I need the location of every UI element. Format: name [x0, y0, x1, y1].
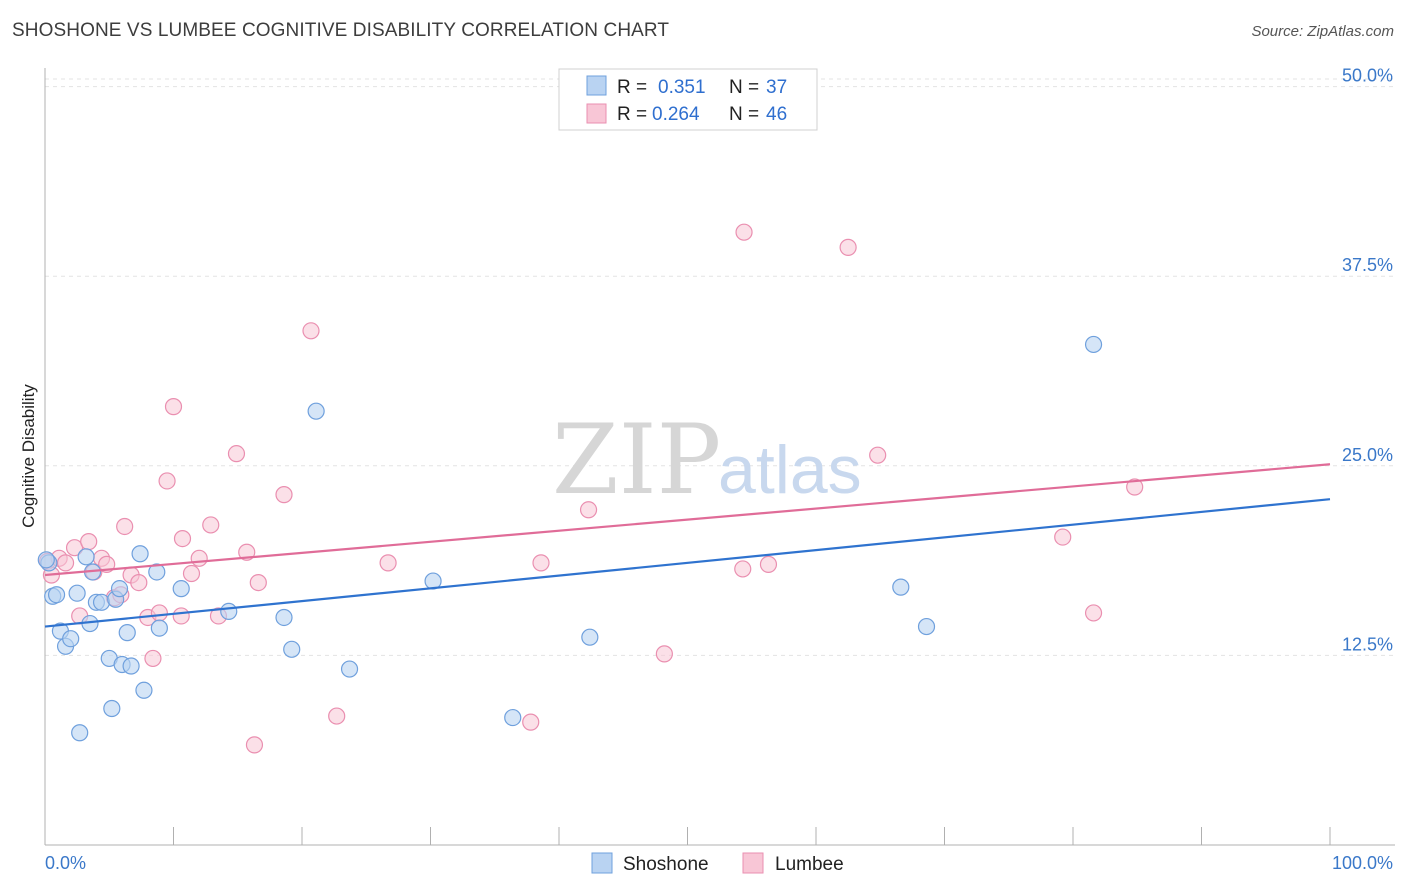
shoshone-point	[275, 608, 293, 627]
lumbee-point	[173, 529, 192, 548]
lumbee-point	[328, 707, 346, 725]
y-tick-labels: 12.5% 25.0% 37.5% 50.0%	[1342, 66, 1393, 655]
y-tick-label: 25.0%	[1342, 445, 1393, 465]
shoshone-point	[1084, 335, 1103, 354]
shoshone-point	[581, 628, 599, 646]
shoshone-point	[47, 586, 66, 604]
lumbee-point	[249, 573, 267, 592]
shoshone-point	[103, 699, 121, 718]
series-legend: Shoshone Lumbee	[591, 852, 844, 875]
lumbee-point	[1126, 478, 1144, 496]
lumbee-point	[579, 501, 598, 519]
shoshone-point	[62, 630, 80, 648]
grid-lines	[45, 78, 1395, 656]
watermark: ZIP atlas	[552, 404, 862, 516]
shoshone-point	[892, 578, 910, 596]
lumbee-point	[172, 607, 190, 625]
lumbee-point	[116, 517, 134, 536]
x-tick-labels: 0.0% 100.0%	[45, 853, 1393, 873]
lumbee-point	[735, 223, 753, 241]
shoshone-point	[148, 563, 166, 581]
lumbee-point	[655, 645, 673, 663]
lumbee-point	[150, 604, 168, 622]
shoshone-point	[220, 602, 238, 621]
lumbee-legend-swatch	[586, 103, 607, 124]
shoshone-r-label: R =	[617, 77, 647, 98]
shoshone-point	[92, 593, 111, 611]
lumbee-point	[65, 539, 84, 557]
shoshone-point	[307, 402, 325, 420]
shoshone-legend-swatch	[586, 75, 607, 96]
lumbee-point	[80, 533, 98, 551]
lumbee-point	[869, 446, 887, 464]
stats-legend: R = 0.351 N = 37 R = 0.264 N = 46	[558, 68, 818, 131]
lumbee-point	[1054, 528, 1072, 546]
lumbee-point	[522, 713, 540, 731]
lumbee-point	[302, 322, 320, 340]
lumbee-point	[227, 445, 246, 463]
x-tick-label: 100.0%	[1332, 853, 1393, 873]
shoshone-point	[150, 619, 168, 637]
shoshone-series-swatch	[591, 852, 613, 874]
shoshone-point	[340, 660, 359, 678]
shoshone-n-label: N =	[729, 77, 759, 98]
shoshone-point	[68, 584, 86, 602]
lumbee-point	[532, 554, 550, 572]
shoshone-point	[917, 617, 936, 636]
watermark-atlas: atlas	[718, 432, 862, 508]
lumbee-point	[56, 554, 75, 572]
lumbee-point	[164, 398, 183, 416]
lumbee-n-value: 46	[766, 104, 787, 125]
shoshone-points	[37, 335, 1103, 742]
shoshone-r-value: 0.351	[658, 77, 706, 98]
trend-lines	[44, 463, 1331, 628]
shoshone-point	[504, 708, 522, 727]
lumbee-point	[182, 564, 201, 583]
watermark-zip: ZIP	[552, 404, 721, 516]
lumbee-n-label: N =	[729, 104, 759, 125]
lumbee-point	[759, 555, 778, 573]
shoshone-point	[135, 681, 153, 699]
shoshone-point	[122, 657, 140, 675]
lumbee-point	[130, 573, 148, 592]
shoshone-trend-line	[44, 498, 1331, 628]
lumbee-point	[202, 516, 220, 534]
lumbee-point	[839, 238, 857, 256]
lumbee-series-label: Lumbee	[775, 854, 844, 875]
shoshone-series-label: Shoshone	[623, 854, 709, 875]
lumbee-series-swatch	[742, 852, 764, 874]
lumbee-point	[158, 472, 176, 490]
shoshone-point	[110, 580, 129, 598]
shoshone-point	[172, 580, 190, 598]
y-tick-label: 12.5%	[1342, 634, 1393, 654]
shoshone-point	[118, 624, 136, 642]
lumbee-r-label: R =	[617, 104, 647, 125]
lumbee-point	[275, 486, 293, 504]
shoshone-point	[77, 548, 95, 566]
lumbee-trend-line	[44, 463, 1331, 577]
lumbee-point	[379, 554, 397, 572]
shoshone-point	[131, 545, 149, 563]
axes	[44, 68, 1395, 846]
lumbee-point	[190, 549, 208, 567]
source-label: Source: ZipAtlas.com	[1251, 23, 1394, 40]
lumbee-point	[1084, 604, 1103, 622]
shoshone-point	[283, 640, 301, 658]
shoshone-point	[37, 551, 55, 569]
lumbee-r-value: 0.264	[652, 104, 700, 125]
y-axis-title: Cognitive Disability	[19, 384, 38, 528]
chart-title: SHOSHONE VS LUMBEE COGNITIVE DISABILITY …	[12, 20, 670, 41]
y-tick-label: 50.0%	[1342, 66, 1393, 86]
lumbee-point	[734, 560, 752, 578]
shoshone-point	[71, 724, 89, 742]
shoshone-n-value: 37	[766, 77, 787, 98]
lumbee-point	[144, 649, 162, 668]
y-tick-label: 37.5%	[1342, 255, 1393, 275]
x-tick-label: 0.0%	[45, 853, 86, 873]
lumbee-point	[245, 736, 264, 754]
